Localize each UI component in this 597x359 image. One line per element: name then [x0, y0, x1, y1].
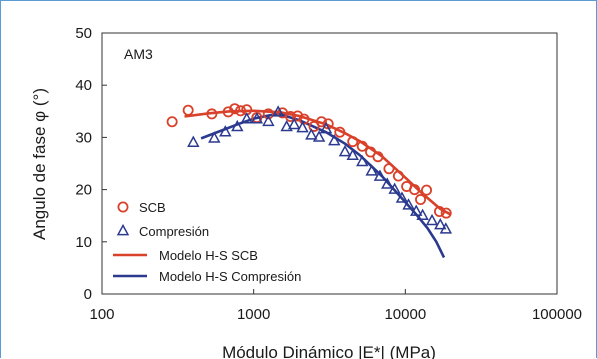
scb-point — [166, 116, 178, 128]
scb-point — [262, 108, 274, 120]
scb-point — [347, 136, 359, 148]
compresion-point — [319, 121, 333, 134]
compresion-point — [240, 112, 253, 124]
scb-point — [315, 116, 327, 128]
compresion-point — [187, 135, 200, 147]
scb-point — [434, 206, 446, 218]
x-tick-label: 10000 — [384, 306, 426, 323]
compresion-point — [356, 154, 369, 167]
y-tick-label: 50 — [75, 25, 92, 42]
y-tick-label: 10 — [75, 234, 92, 251]
legend-label-scb: SCB — [139, 200, 166, 215]
compresion-point — [296, 120, 309, 133]
data-point-group — [166, 103, 453, 234]
y-tick-label: 40 — [75, 77, 92, 94]
x-tick-label: 100 — [89, 306, 114, 323]
scb-point — [334, 126, 346, 138]
scb-point — [415, 194, 427, 206]
compresion-point — [434, 218, 447, 230]
scb-point — [356, 140, 368, 152]
scb-point — [285, 111, 297, 123]
scb-point — [235, 105, 247, 117]
scb-point — [421, 184, 433, 196]
compresion-point — [208, 131, 221, 143]
compresion-point — [250, 112, 264, 124]
y-tick-label: 20 — [75, 182, 92, 199]
legend-label-compresion: Compresión — [139, 224, 209, 239]
panel-label: AM3 — [124, 46, 153, 62]
scb-point — [298, 113, 310, 125]
legend-marker-compresion — [116, 223, 130, 236]
y-axis-title: Angulo de fase φ (°) — [30, 88, 49, 240]
legend-label-modelo-h-s-scb: Modelo H-S SCB — [159, 248, 258, 263]
scb-point — [308, 120, 320, 132]
scb-point — [409, 184, 421, 196]
compresion-point — [328, 133, 341, 146]
compresion-point — [231, 119, 244, 132]
compresion-point — [395, 191, 409, 203]
scb-point — [392, 170, 404, 182]
legend-marker-scb — [117, 201, 129, 213]
scb-point — [383, 163, 395, 175]
scb-point — [222, 106, 234, 118]
scb-point — [206, 108, 218, 120]
compresion-point — [338, 144, 352, 157]
compresion-point — [373, 169, 387, 181]
compresion-point — [287, 117, 301, 130]
scb-point — [229, 103, 241, 115]
compresion-point — [439, 222, 453, 234]
legend-label-modelo-h-s-compresion: Modelo H-S Compresión — [159, 269, 301, 284]
compresion-point — [416, 208, 429, 221]
compresion-point — [381, 177, 394, 189]
compresion-point — [262, 114, 275, 127]
compresion-point — [280, 119, 293, 132]
legend: SCB Compresión Modelo H-S SCB Modelo H-S Co… — [113, 200, 301, 284]
plot-area — [101, 32, 558, 295]
compresion-point — [305, 128, 318, 140]
x-tick-label: 100000 — [532, 306, 582, 323]
x-tick-label: 1000 — [237, 306, 270, 323]
compresion-point — [312, 130, 326, 142]
y-tick-group: 0 10 20 30 40 50 — [75, 25, 107, 303]
x-tick-group: 100 1000 10000 100000 — [89, 289, 582, 323]
scb-point — [182, 104, 194, 116]
x-axis-title: Módulo Dinámico |E*| (MPa) — [222, 343, 436, 359]
compresion-point — [365, 164, 378, 176]
scb-point — [292, 110, 304, 122]
compresion-point — [346, 148, 359, 160]
compresion-point — [388, 182, 401, 194]
compresion-point — [402, 198, 415, 210]
scb-point — [440, 207, 452, 219]
y-tick-label: 30 — [75, 129, 92, 146]
compresion-point — [219, 125, 232, 137]
scb-point — [372, 151, 384, 163]
compresion-point — [425, 213, 439, 226]
y-tick-label: 0 — [84, 286, 92, 303]
compresion-point — [410, 204, 423, 216]
compresion-point — [271, 105, 285, 117]
